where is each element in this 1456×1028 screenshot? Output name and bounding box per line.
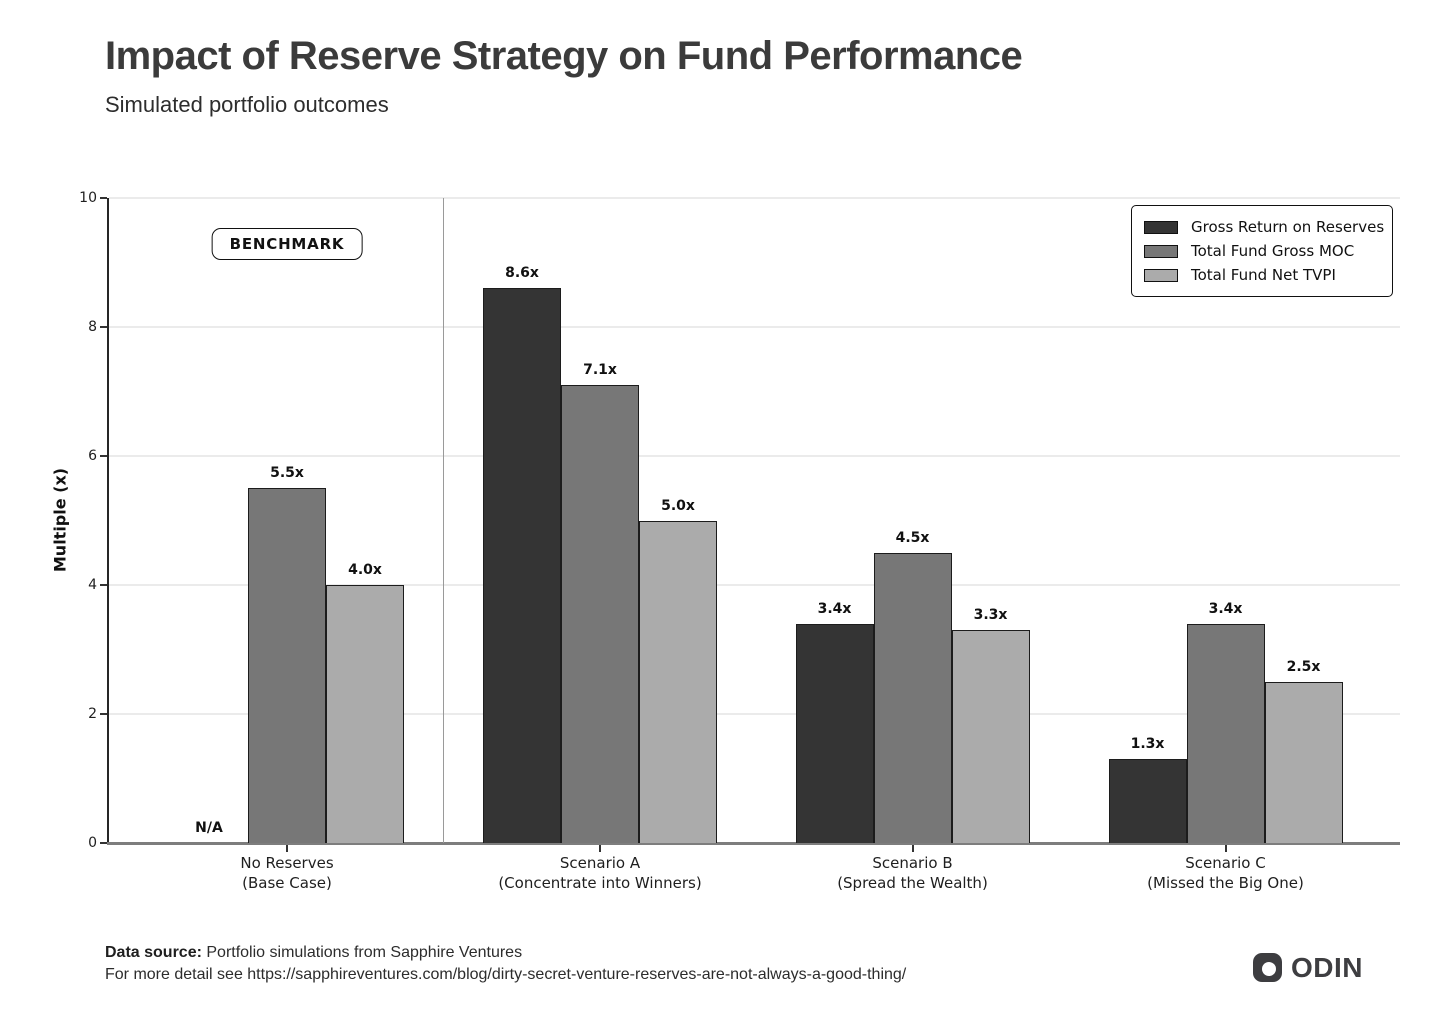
y-tick-label: 0	[88, 835, 97, 851]
y-axis-label: Multiple (x)	[50, 467, 70, 573]
bar-value-label: 3.4x	[1208, 600, 1243, 617]
y-tick-mark	[100, 455, 107, 457]
x-category-label: No Reserves (Base Case)	[240, 854, 334, 892]
legend-item: Total Fund Gross MOC	[1144, 239, 1380, 263]
y-tick-mark	[100, 713, 107, 715]
gridline-y10	[109, 197, 1400, 199]
gridline-y8	[109, 326, 1400, 328]
data-source-label: Data source:	[105, 944, 202, 961]
benchmark-divider-line	[442, 198, 445, 843]
data-source-line: Data source: Portfolio simulations from …	[105, 944, 522, 962]
bar-value-label: 2.5x	[1286, 658, 1321, 675]
bar-total-fund-gross-moc	[561, 385, 639, 843]
x-tick-mark	[599, 845, 601, 852]
x-category-label: Scenario A (Concentrate into Winners)	[498, 854, 702, 892]
na-label: N/A	[195, 820, 223, 836]
legend-swatch-total-fund-gross-moc	[1144, 244, 1178, 258]
legend-item: Total Fund Net TVPI	[1144, 263, 1380, 287]
odin-logo-dot	[1262, 962, 1276, 976]
bar-value-label: 3.3x	[973, 607, 1008, 624]
y-tick-label: 10	[79, 190, 97, 206]
y-tick-label: 8	[88, 319, 97, 335]
bar-total-fund-gross-moc	[248, 488, 326, 843]
bar-gross-return-on-reserves	[483, 288, 561, 843]
data-source-text: Portfolio simulations from Sapphire Vent…	[201, 944, 523, 961]
odin-logo-icon	[1253, 953, 1282, 982]
legend-swatch-gross-return-on-reserves	[1144, 220, 1178, 234]
page-title: Impact of Reserve Strategy on Fund Perfo…	[105, 34, 1023, 78]
bar-total-fund-net-tvpi	[639, 520, 717, 843]
y-tick-mark	[100, 842, 107, 844]
x-tick-mark	[911, 845, 914, 852]
x-category-label: Scenario C (Missed the Big One)	[1147, 854, 1304, 892]
bar-total-fund-net-tvpi	[1264, 681, 1343, 843]
bar-value-label: 4.5x	[895, 529, 930, 546]
bar-value-label: 5.5x	[270, 465, 304, 482]
bar-total-fund-net-tvpi	[326, 585, 404, 843]
x-category-label: Scenario B (Spread the Wealth)	[837, 854, 988, 892]
gridline-y2	[109, 713, 1400, 715]
bar-gross-return-on-reserves	[795, 623, 874, 843]
gridline-y6	[109, 455, 1400, 457]
bar-value-label: 8.6x	[505, 265, 539, 282]
bar-value-label: 7.1x	[583, 362, 617, 379]
plot-area: BENCHMARK Gross Return on Reserves Total…	[79, 191, 1400, 892]
legend: Gross Return on Reserves Total Fund Gros…	[1131, 205, 1393, 297]
bar-total-fund-net-tvpi	[951, 630, 1030, 843]
page-subtitle: Simulated portfolio outcomes	[105, 92, 389, 117]
bar-total-fund-gross-moc	[1186, 623, 1265, 843]
y-tick-mark	[100, 197, 107, 199]
benchmark-badge: BENCHMARK	[211, 228, 363, 260]
y-tick-label: 2	[88, 706, 97, 722]
bar-value-label: 5.0x	[661, 497, 695, 514]
legend-swatch-total-fund-net-tvpi	[1144, 268, 1178, 282]
x-axis-line	[107, 842, 1400, 845]
bar-value-label: 1.3x	[1130, 736, 1165, 753]
bar-value-label: 3.4x	[817, 600, 852, 617]
x-tick-mark	[286, 845, 288, 852]
x-tick-mark	[1224, 845, 1227, 852]
y-tick-mark	[100, 584, 107, 586]
y-tick-label: 4	[88, 577, 97, 593]
bar-value-label: 4.0x	[348, 562, 382, 578]
bar-total-fund-gross-moc	[873, 552, 952, 843]
gridline-y4	[109, 584, 1400, 586]
legend-label: Total Fund Net TVPI	[1191, 266, 1336, 284]
odin-logo: ODIN	[1253, 953, 1363, 982]
odin-logo-text: ODIN	[1291, 952, 1363, 983]
legend-label: Total Fund Gross MOC	[1191, 242, 1355, 260]
detail-url-line: For more detail see https://sapphirevent…	[105, 966, 907, 983]
legend-label: Gross Return on Reserves	[1191, 218, 1385, 236]
legend-item: Gross Return on Reserves	[1144, 215, 1384, 239]
y-tick-mark	[100, 326, 107, 328]
y-tick-label: 6	[88, 448, 97, 464]
bar-gross-return-on-reserves	[1108, 759, 1187, 843]
